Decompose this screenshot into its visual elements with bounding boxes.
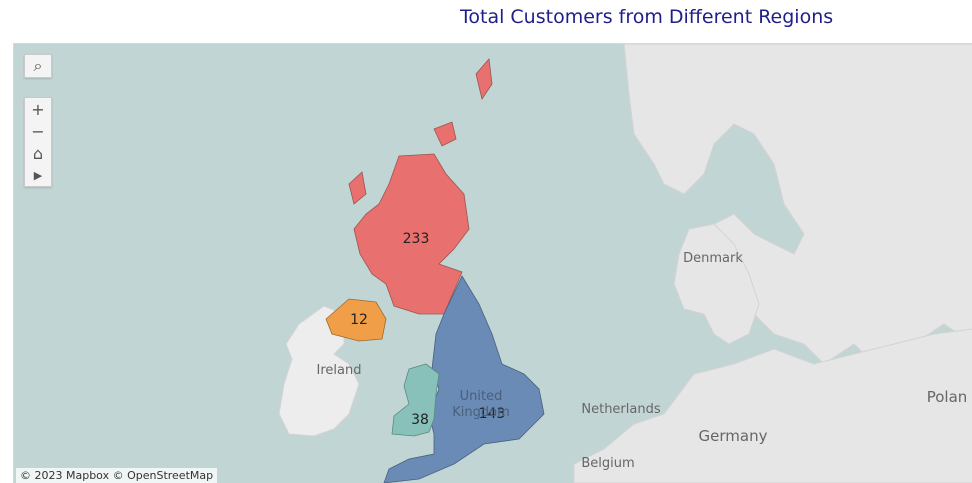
search-control: ⌕	[24, 54, 52, 78]
map-canvas[interactable]: 233 12 38 143 Ireland United Kingdom Den…	[14, 44, 972, 483]
place-netherlands: Netherlands	[581, 402, 660, 417]
place-ireland: Ireland	[317, 363, 362, 378]
map-view[interactable]: 233 12 38 143 Ireland United Kingdom Den…	[13, 43, 972, 483]
place-germany: Germany	[699, 427, 768, 445]
minus-icon: −	[31, 121, 45, 141]
label-wales: 38	[411, 412, 429, 428]
search-button[interactable]: ⌕	[25, 55, 51, 77]
place-denmark: Denmark	[683, 251, 743, 266]
home-icon: ⌂	[32, 143, 44, 163]
land-scandinavia	[623, 44, 972, 375]
place-poland: Polan	[927, 388, 968, 406]
region-northern-ireland[interactable]	[325, 298, 387, 342]
region-wales[interactable]	[391, 363, 440, 437]
region-scotland-islands	[348, 58, 493, 205]
zoom-controls: + − ⌂ ▶	[24, 97, 52, 187]
place-uk-line1: United	[460, 389, 503, 404]
search-icon: ⌕	[33, 56, 43, 75]
place-belgium: Belgium	[581, 456, 634, 471]
play-icon: ▶	[33, 168, 43, 182]
label-england: 143	[479, 406, 506, 422]
land-denmark	[673, 223, 760, 345]
pan-button[interactable]: ▶	[25, 164, 51, 186]
zoom-in-button[interactable]: +	[25, 98, 51, 120]
place-uk-line2: Kingdom	[452, 405, 510, 420]
land-mainland-europe	[573, 328, 972, 483]
zoom-out-button[interactable]: −	[25, 120, 51, 142]
plus-icon: +	[31, 99, 45, 119]
region-scotland[interactable]	[353, 153, 470, 315]
map-attribution[interactable]: © 2023 Mapbox © OpenStreetMap	[16, 468, 218, 483]
label-scotland: 233	[403, 231, 430, 247]
label-northern-ireland: 12	[350, 312, 368, 328]
chart-title: Total Customers from Different Regions	[460, 6, 834, 28]
home-button[interactable]: ⌂	[25, 142, 51, 164]
